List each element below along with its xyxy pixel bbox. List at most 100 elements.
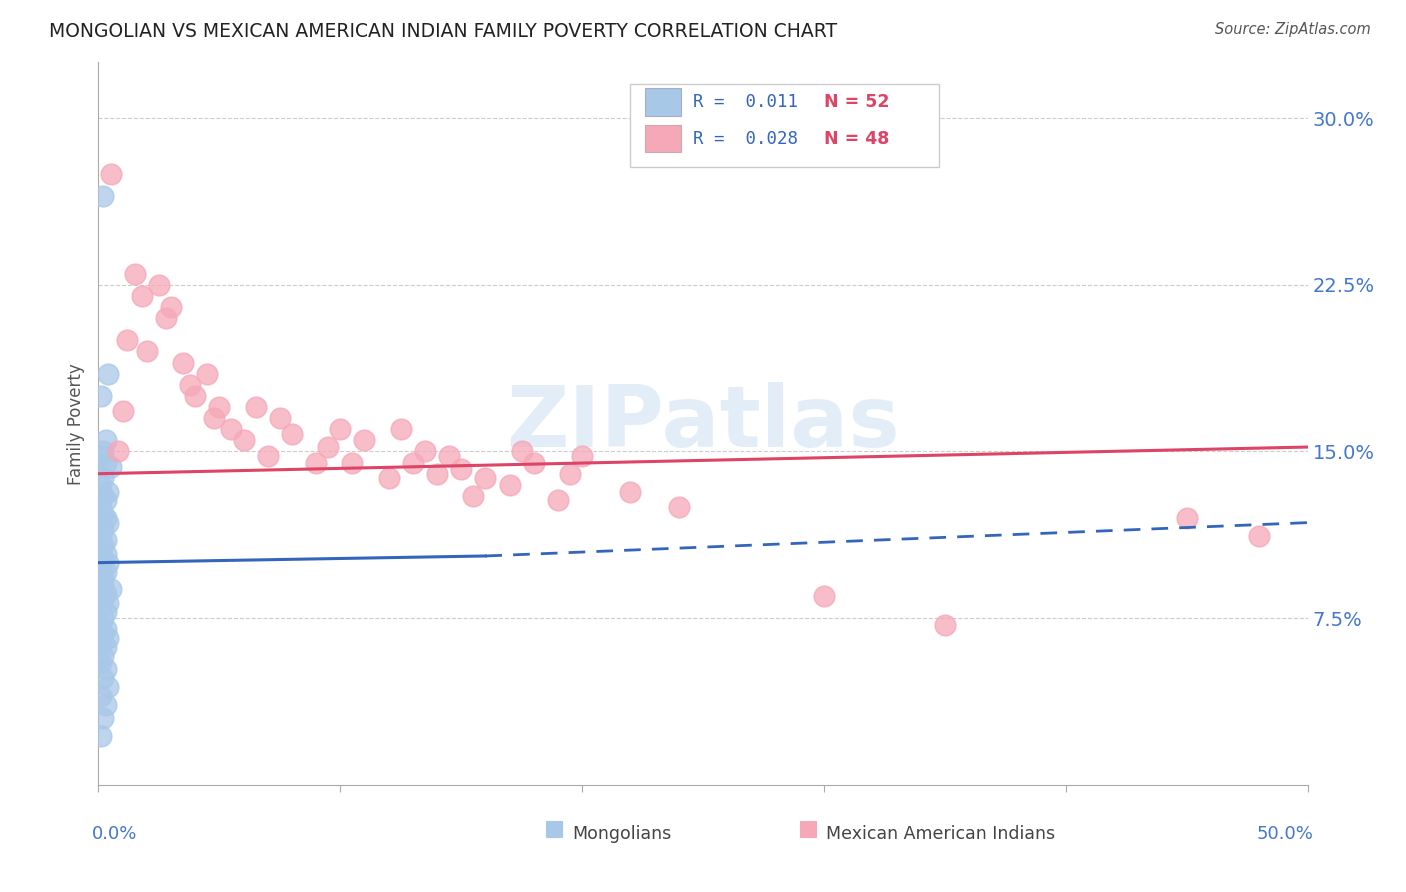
Point: [94, 587, 117, 601]
Text: Source: ZipAtlas.com: Source: ZipAtlas.com: [1215, 22, 1371, 37]
Point: [269, 411, 291, 425]
Point: [329, 422, 352, 436]
Point: [426, 467, 449, 481]
Point: [100, 460, 122, 475]
Point: [97, 516, 120, 530]
Point: [90, 389, 112, 403]
Point: [91, 711, 114, 725]
Point: [90, 618, 112, 632]
Point: [91, 578, 114, 592]
Point: [91, 444, 114, 458]
Point: [97, 367, 120, 381]
Point: [94, 623, 117, 637]
Point: [91, 538, 114, 552]
Point: [124, 267, 146, 281]
Y-axis label: Family Poverty: Family Poverty: [67, 363, 86, 484]
Point: [498, 478, 520, 492]
Point: [402, 456, 425, 470]
Point: [160, 300, 183, 314]
Point: [97, 556, 120, 570]
Point: [91, 611, 114, 625]
Point: [97, 596, 120, 610]
Point: [245, 400, 267, 414]
Point: [437, 449, 460, 463]
Point: [221, 422, 243, 436]
Text: R =  0.011: R = 0.011: [693, 93, 799, 111]
Point: [813, 589, 835, 603]
Point: [94, 547, 117, 561]
Text: MONGOLIAN VS MEXICAN AMERICAN INDIAN FAMILY POVERTY CORRELATION CHART: MONGOLIAN VS MEXICAN AMERICAN INDIAN FAM…: [49, 22, 838, 41]
Point: [90, 478, 112, 492]
Point: [204, 411, 226, 425]
Point: [94, 605, 117, 619]
Point: [510, 444, 533, 458]
Point: [342, 456, 364, 470]
Point: [90, 600, 112, 615]
Point: [256, 449, 278, 463]
Point: [90, 574, 112, 588]
Text: R =  0.028: R = 0.028: [693, 129, 799, 147]
Point: [668, 500, 690, 514]
Point: [135, 344, 157, 359]
Point: [463, 489, 485, 503]
FancyBboxPatch shape: [630, 84, 939, 167]
Point: [413, 444, 436, 458]
Point: [90, 689, 112, 703]
Point: [94, 511, 117, 525]
Point: [353, 434, 375, 448]
Point: [97, 484, 120, 499]
Point: [90, 542, 112, 557]
Point: [90, 560, 112, 574]
Point: [377, 471, 399, 485]
Text: 50.0%: 50.0%: [1257, 825, 1313, 843]
Point: [131, 289, 153, 303]
Point: [934, 618, 956, 632]
Point: [94, 698, 117, 712]
Text: Mongolians: Mongolians: [572, 825, 672, 843]
Point: [155, 311, 177, 326]
Point: [184, 389, 207, 403]
Text: Mexican American Indians: Mexican American Indians: [827, 825, 1056, 843]
Point: [91, 591, 114, 606]
Point: [523, 456, 546, 470]
Point: [100, 582, 122, 597]
Point: [558, 467, 581, 481]
Point: [450, 462, 472, 476]
Point: [305, 456, 328, 470]
Text: 0.0%: 0.0%: [93, 825, 138, 843]
Point: [91, 471, 114, 485]
Point: [91, 507, 114, 521]
Point: [148, 277, 170, 292]
Point: [94, 533, 117, 548]
Point: [474, 471, 496, 485]
Point: [94, 640, 117, 654]
Point: [172, 355, 194, 369]
Point: [281, 426, 304, 441]
Point: [208, 400, 231, 414]
Point: [90, 529, 112, 543]
Point: [94, 493, 117, 508]
Point: [1175, 511, 1198, 525]
Point: [389, 422, 412, 436]
Point: [91, 489, 114, 503]
Point: [547, 493, 569, 508]
Point: [179, 377, 201, 392]
Point: [90, 729, 112, 743]
Point: [90, 635, 112, 649]
Point: [232, 434, 254, 448]
Point: [117, 334, 139, 348]
Text: N = 48: N = 48: [824, 129, 889, 147]
Bar: [800, 821, 815, 837]
Point: [97, 680, 120, 694]
Point: [100, 167, 122, 181]
Point: [90, 449, 112, 463]
Point: [91, 648, 114, 663]
Point: [1249, 529, 1271, 543]
Text: ZIPatlas: ZIPatlas: [506, 382, 900, 466]
Point: [94, 565, 117, 579]
Point: [91, 569, 114, 583]
Point: [94, 434, 117, 448]
Text: N = 52: N = 52: [824, 93, 890, 111]
Point: [91, 189, 114, 203]
Point: [94, 456, 117, 470]
